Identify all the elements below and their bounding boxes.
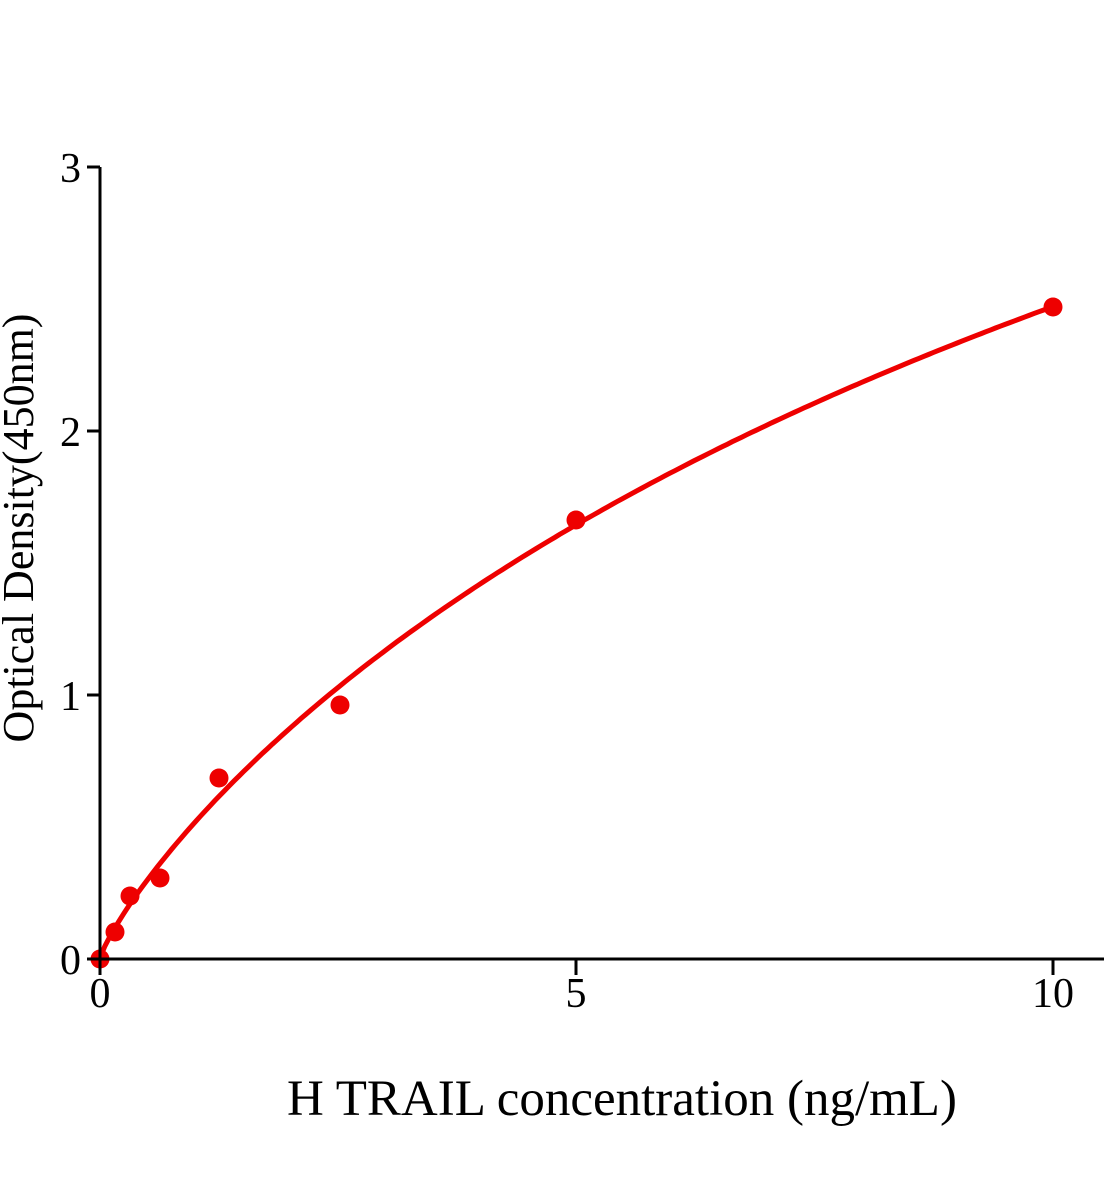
- svg-text:10: 10: [1032, 971, 1074, 1017]
- svg-text:0: 0: [90, 971, 111, 1017]
- svg-text:0: 0: [60, 938, 81, 984]
- svg-text:Optical Density(450nm): Optical Density(450nm): [0, 314, 43, 743]
- svg-text:3: 3: [60, 146, 81, 192]
- svg-text:5: 5: [566, 971, 587, 1017]
- svg-text:2: 2: [60, 410, 81, 456]
- svg-text:H TRAIL concentration (ng/mL): H TRAIL concentration (ng/mL): [287, 1071, 957, 1127]
- svg-text:1: 1: [60, 674, 81, 720]
